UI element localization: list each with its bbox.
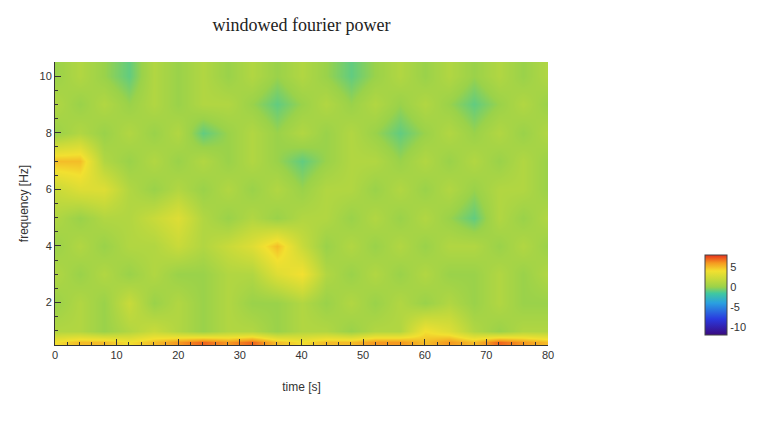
- svg-text:5: 5: [730, 261, 736, 273]
- svg-text:frequency [Hz]: frequency [Hz]: [17, 165, 31, 242]
- svg-text:30: 30: [234, 349, 246, 361]
- svg-text:0: 0: [52, 349, 58, 361]
- svg-text:10: 10: [111, 349, 123, 361]
- svg-text:70: 70: [480, 349, 492, 361]
- svg-text:60: 60: [419, 349, 431, 361]
- svg-text:time [s]: time [s]: [282, 380, 321, 394]
- svg-text:4: 4: [46, 240, 52, 252]
- svg-text:-5: -5: [730, 301, 740, 313]
- svg-text:20: 20: [172, 349, 184, 361]
- svg-text:50: 50: [357, 349, 369, 361]
- svg-text:-10: -10: [730, 321, 746, 333]
- svg-text:80: 80: [542, 349, 554, 361]
- svg-text:windowed fourier power: windowed fourier power: [213, 15, 391, 35]
- svg-text:2: 2: [46, 296, 52, 308]
- svg-text:10: 10: [40, 70, 52, 82]
- svg-text:8: 8: [46, 127, 52, 139]
- svg-text:40: 40: [295, 349, 307, 361]
- svg-text:0: 0: [730, 281, 736, 293]
- svg-text:6: 6: [46, 183, 52, 195]
